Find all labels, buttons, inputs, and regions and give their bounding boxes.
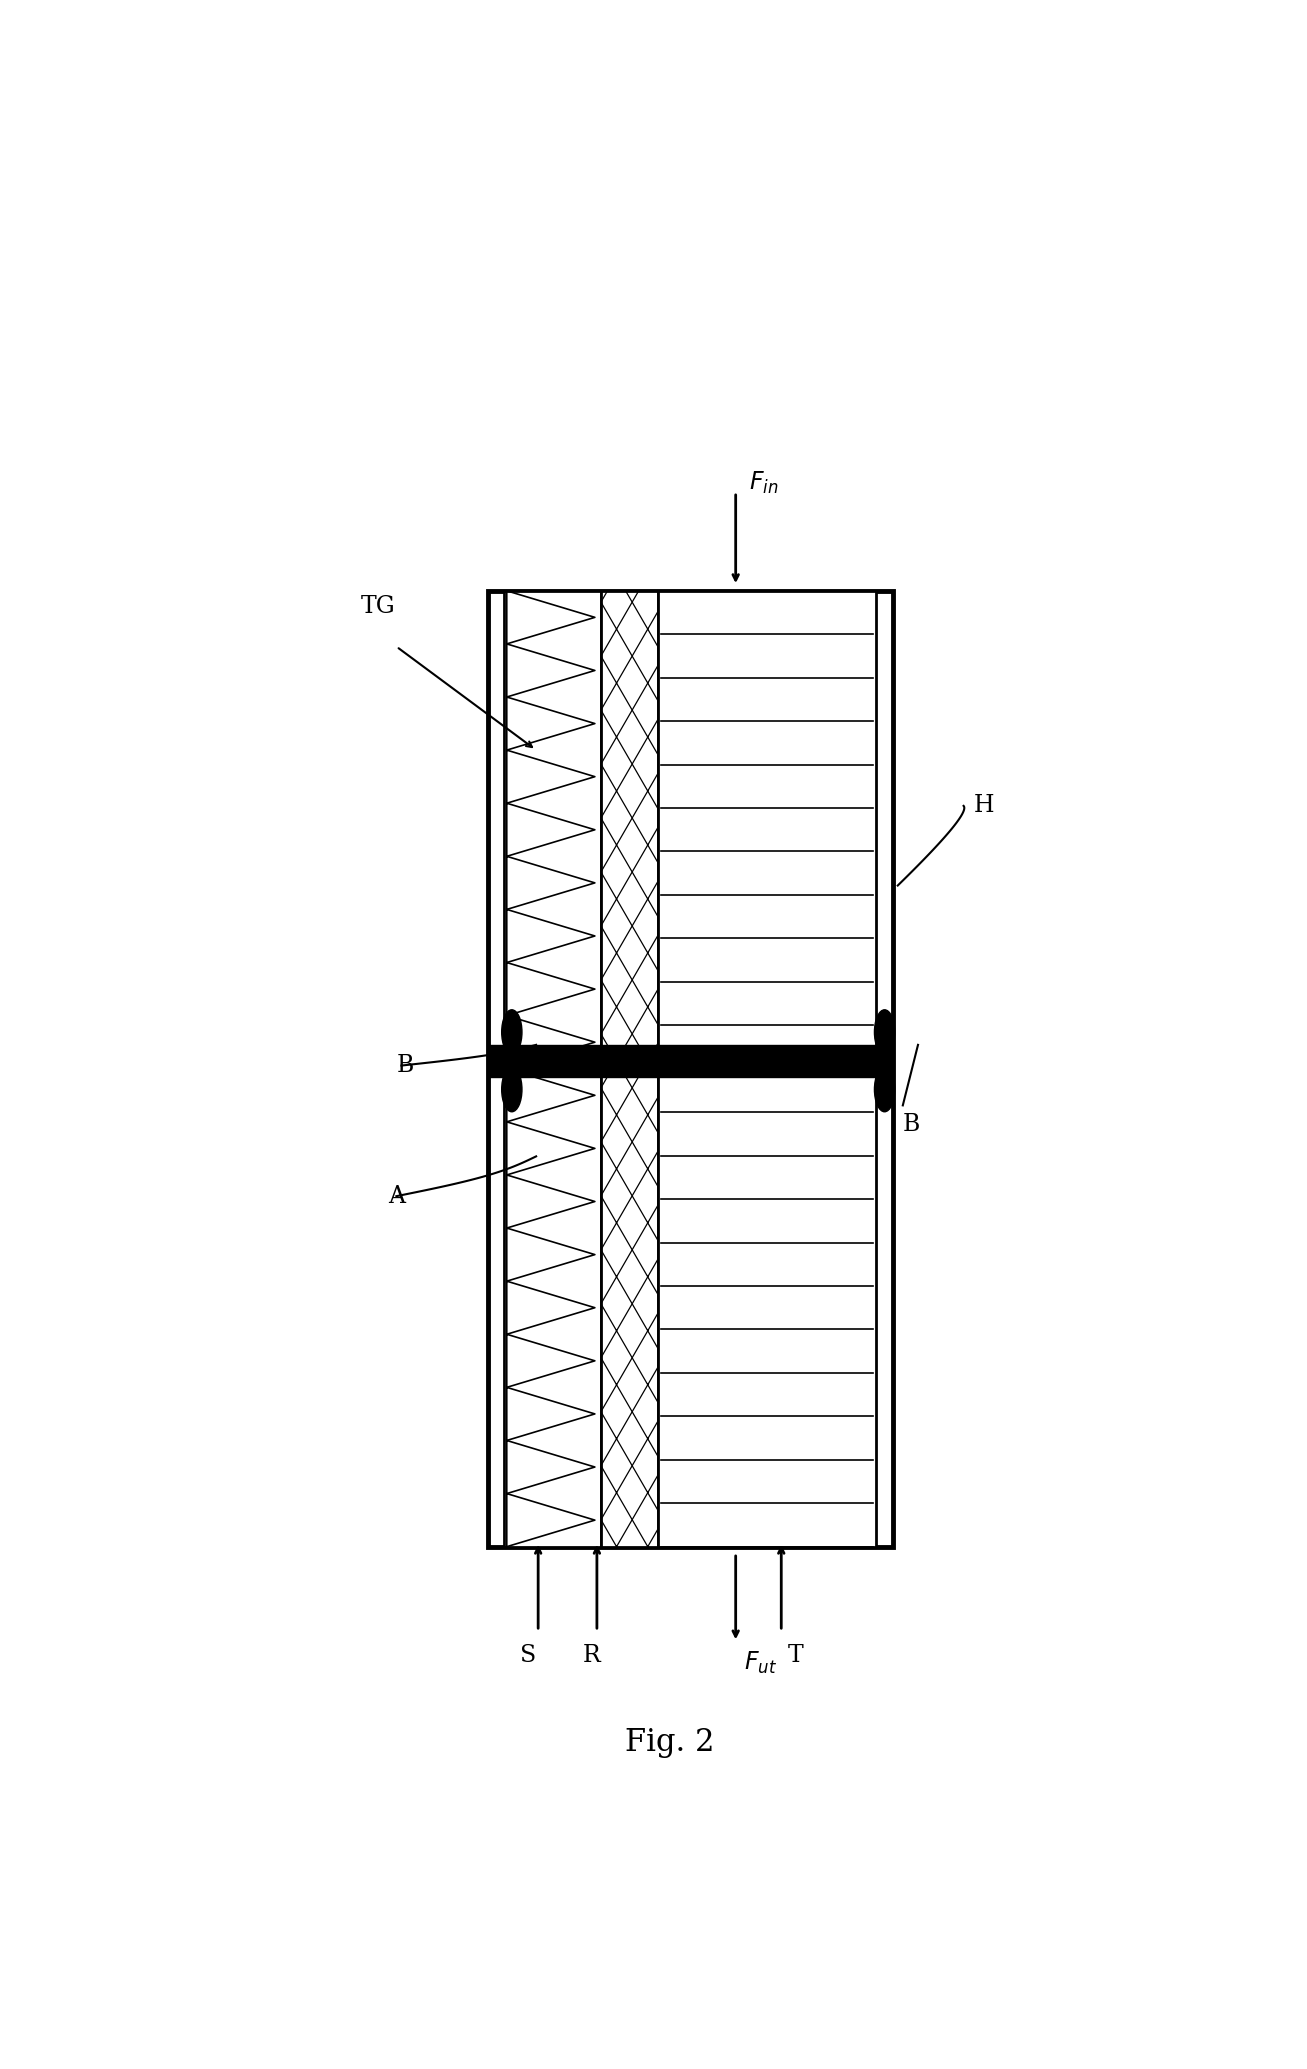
Text: H: H [974, 794, 995, 817]
Ellipse shape [502, 1010, 521, 1055]
Ellipse shape [874, 1010, 895, 1055]
Text: B: B [903, 1113, 920, 1136]
Text: TG: TG [361, 596, 396, 619]
Bar [503, 592, 601, 1548]
Text: B: B [396, 1053, 414, 1078]
Text: $F_{ut}$: $F_{ut}$ [744, 1649, 776, 1676]
Text: S: S [520, 1643, 536, 1666]
Text: R: R [583, 1643, 600, 1666]
Text: Fig. 2: Fig. 2 [625, 1728, 715, 1759]
Bar [657, 592, 877, 1548]
Text: $F_{in}$: $F_{in}$ [749, 470, 779, 497]
Text: T: T [787, 1643, 802, 1666]
Bar [488, 592, 893, 1548]
Ellipse shape [502, 1068, 521, 1111]
Text: A: A [388, 1186, 405, 1208]
Ellipse shape [874, 1068, 895, 1111]
Bar [601, 592, 657, 1548]
